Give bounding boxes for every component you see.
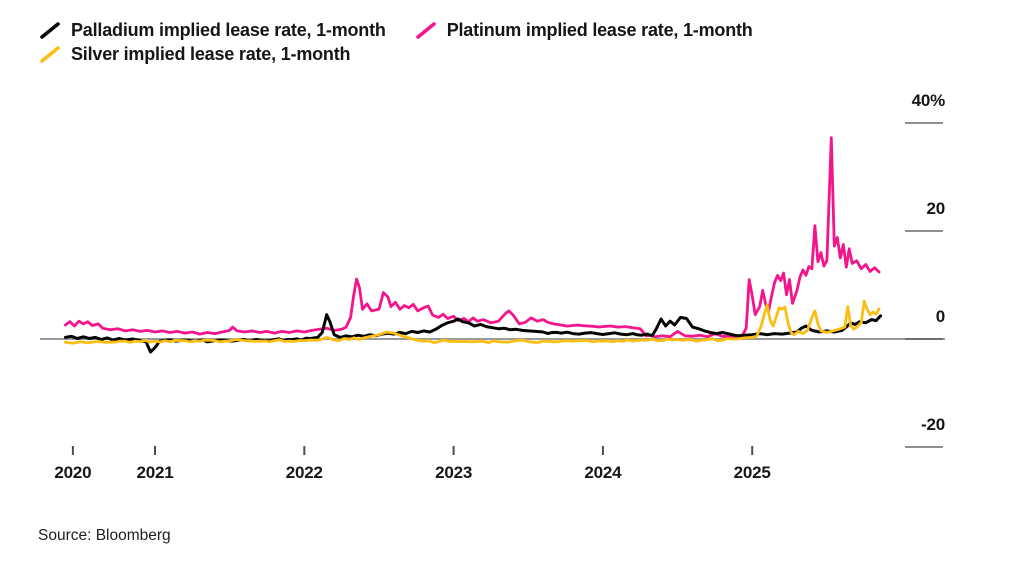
x-axis-label-2021: 2021 xyxy=(136,463,174,482)
silver-line-swatch-icon xyxy=(40,45,60,63)
legend-item-palladium: Palladium implied lease rate, 1-month xyxy=(38,20,386,41)
y-axis-label-40: 40% xyxy=(911,91,946,110)
palladium-line-swatch-icon xyxy=(40,21,60,39)
x-axis-label-2024: 2024 xyxy=(584,463,622,482)
x-axis-label-2025: 2025 xyxy=(733,463,771,482)
legend-label-silver: Silver implied lease rate, 1-month xyxy=(71,44,351,64)
y-axis-label-20: 20 xyxy=(926,199,945,218)
legend-label-palladium: Palladium implied lease rate, 1-month xyxy=(71,20,386,40)
y-axis-label-neg20: -20 xyxy=(921,415,945,434)
chart-legend: Palladium implied lease rate, 1-month Pl… xyxy=(38,20,998,65)
legend-label-platinum: Platinum implied lease rate, 1-month xyxy=(446,20,753,40)
y-axis-label-0: 0 xyxy=(935,307,945,326)
series-line-silver xyxy=(64,299,881,345)
x-axis-label-2020: 2020 xyxy=(54,463,92,482)
series-line-platinum xyxy=(64,136,881,339)
legend-item-platinum: Platinum implied lease rate, 1-month xyxy=(414,20,753,41)
x-axis-label-2022: 2022 xyxy=(285,463,323,482)
platinum-line-swatch-icon xyxy=(415,21,436,39)
source-attribution: Source: Bloomberg xyxy=(38,527,171,544)
x-axis-label-2023: 2023 xyxy=(435,463,473,482)
legend-item-silver: Silver implied lease rate, 1-month xyxy=(38,44,351,65)
